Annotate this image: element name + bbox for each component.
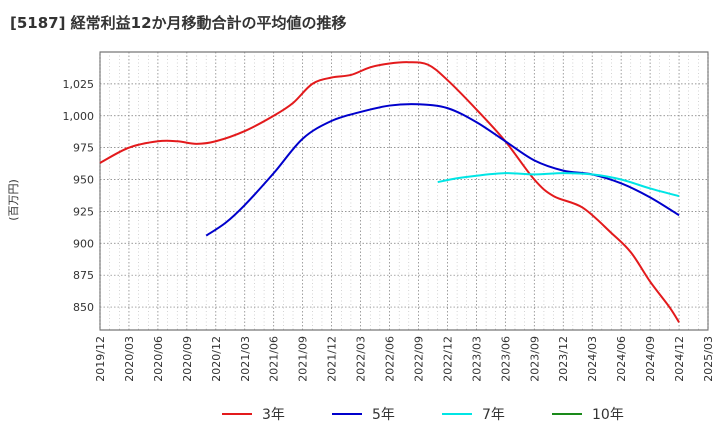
x-tick-label: 2020/06: [152, 336, 165, 382]
y-tick-label: 875: [73, 269, 94, 282]
chart-title: [5187] 経常利益12か月移動合計の平均値の推移: [10, 14, 347, 32]
y-tick-label: 950: [73, 174, 94, 187]
x-tick-label: 2024/06: [615, 336, 628, 382]
x-tick-label: 2024/12: [673, 336, 686, 382]
series-line-7年: [437, 172, 680, 198]
x-tick-label: 2024/09: [644, 336, 657, 382]
x-tick-label: 2020/03: [123, 336, 136, 382]
x-tick-label: 2021/12: [326, 336, 339, 382]
x-tick-label: 2021/03: [239, 336, 252, 382]
plot-area: [99, 51, 709, 331]
y-tick-label: 925: [73, 205, 94, 218]
y-tick-label: 850: [73, 301, 94, 314]
x-tick-label: 2020/09: [181, 336, 194, 382]
x-tick-label: 2023/09: [528, 336, 541, 382]
series-line-3年: [99, 61, 680, 323]
x-tick-label: 2019/12: [94, 336, 107, 382]
legend-label: 3年: [262, 407, 285, 423]
y-tick-label: 900: [73, 237, 94, 250]
y-tick-label: 975: [73, 142, 94, 155]
legend-label: 10年: [592, 407, 624, 423]
x-tick-label: 2024/03: [586, 336, 599, 382]
legend-label: 5年: [372, 407, 395, 423]
x-tick-label: 2022/09: [412, 336, 425, 382]
x-tick-label: 2022/06: [384, 336, 397, 382]
legend-label: 7年: [482, 407, 505, 423]
x-tick-label: 2023/12: [557, 336, 570, 382]
x-tick-label: 2021/06: [268, 336, 281, 382]
x-tick-label: 2021/09: [297, 336, 310, 382]
y-tick-label: 1,000: [63, 110, 95, 123]
x-tick-label: 2023/03: [470, 336, 483, 382]
y-axis-label: (百万円): [7, 179, 20, 221]
x-tick-label: 2022/12: [441, 336, 454, 382]
x-tick-label: 2020/12: [210, 336, 223, 382]
x-tick-label: 2025/03: [702, 336, 715, 382]
x-tick-label: 2023/06: [499, 336, 512, 382]
y-tick-label: 1,025: [63, 78, 95, 91]
x-tick-label: 2022/03: [355, 336, 368, 382]
